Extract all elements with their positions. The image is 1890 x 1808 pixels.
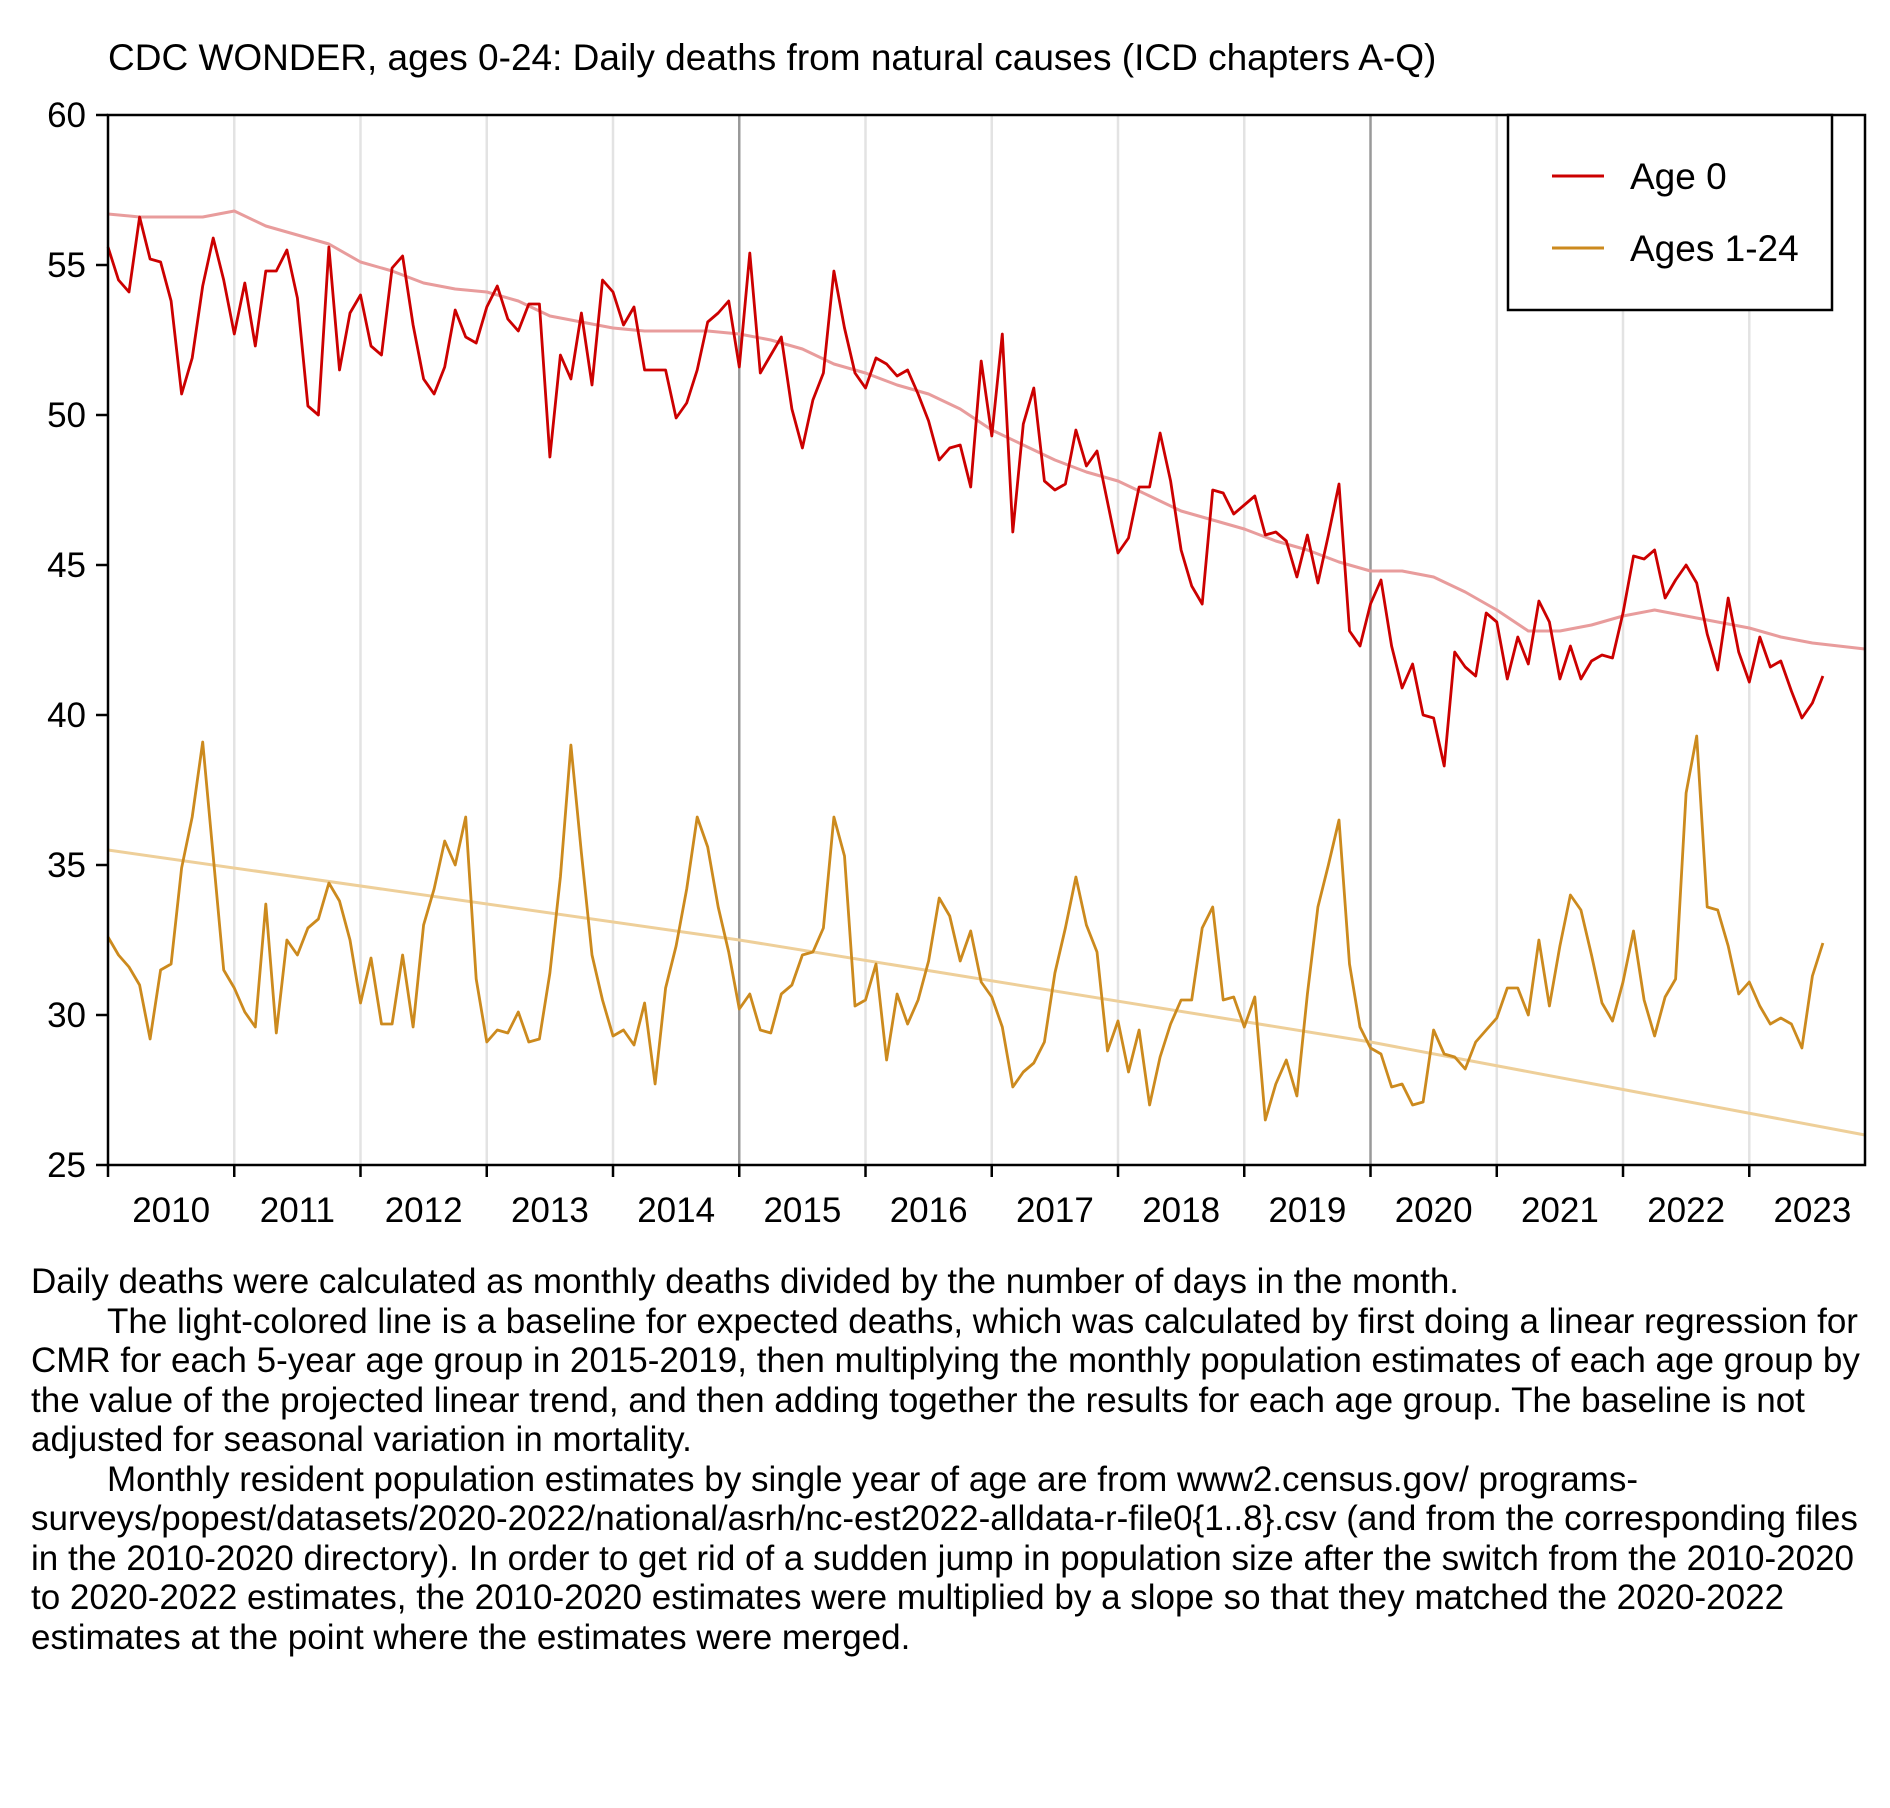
y-tick-label: 60 [47,96,86,135]
y-tick-label: 35 [47,846,86,885]
legend: Age 0 Ages 1-24 [1506,113,1834,312]
chart-title: CDC WONDER, ages 0-24: Daily deaths from… [108,37,1436,78]
x-axis: 2010 2011 2012 2013 2014 2015 2016 2017 2018 2019… [106,1165,1851,1230]
x-tick-label: 2017 [1016,1191,1094,1230]
x-tick-label: 2011 [260,1191,335,1230]
y-tick-label: 25 [47,1146,86,1185]
x-tick-label: 2014 [637,1191,715,1230]
series-line-ages-1-24 [106,734,1825,1122]
x-tick-label: 2010 [132,1191,210,1230]
caption-paragraph-2: The light-colored line is a baseline for… [31,1301,1860,1460]
y-tick-label: 50 [47,396,86,435]
x-tick-label: 2021 [1521,1191,1599,1230]
caption: Daily deaths were calculated as monthly … [31,1262,1861,1657]
legend-box [1506,113,1834,312]
x-tick-label: 2020 [1395,1191,1473,1230]
x-tick-label: 2023 [1773,1191,1851,1230]
y-tick-label: 45 [47,546,86,585]
series-lines [106,215,1825,1122]
y-axis: 25 30 35 40 45 50 55 60 [47,96,108,1185]
x-tick-label: 2015 [763,1191,841,1230]
chart: CDC WONDER, ages 0-24: Daily deaths from… [47,37,1867,1230]
x-tick-label: 2019 [1268,1191,1346,1230]
y-tick-label: 55 [47,246,86,285]
x-tick-label: 2016 [890,1191,968,1230]
caption-paragraph-1: Daily deaths were calculated as monthly … [31,1262,1460,1301]
legend-label-ages-1-24: Ages 1-24 [1630,228,1799,269]
caption-paragraph-3: Monthly resident population estimates by… [31,1459,1858,1657]
x-tick-label: 2018 [1142,1191,1220,1230]
y-tick-label: 40 [47,696,86,735]
x-tick-label: 2013 [511,1191,589,1230]
y-tick-label: 30 [47,996,86,1035]
x-tick-label: 2012 [385,1191,463,1230]
series-line-ages-1-24-baseline [107,848,1866,1137]
plot-frame [106,113,1867,1167]
x-tick-label: 2022 [1647,1191,1725,1230]
series-line-age-0 [106,215,1825,768]
legend-label-age-0: Age 0 [1630,156,1727,197]
